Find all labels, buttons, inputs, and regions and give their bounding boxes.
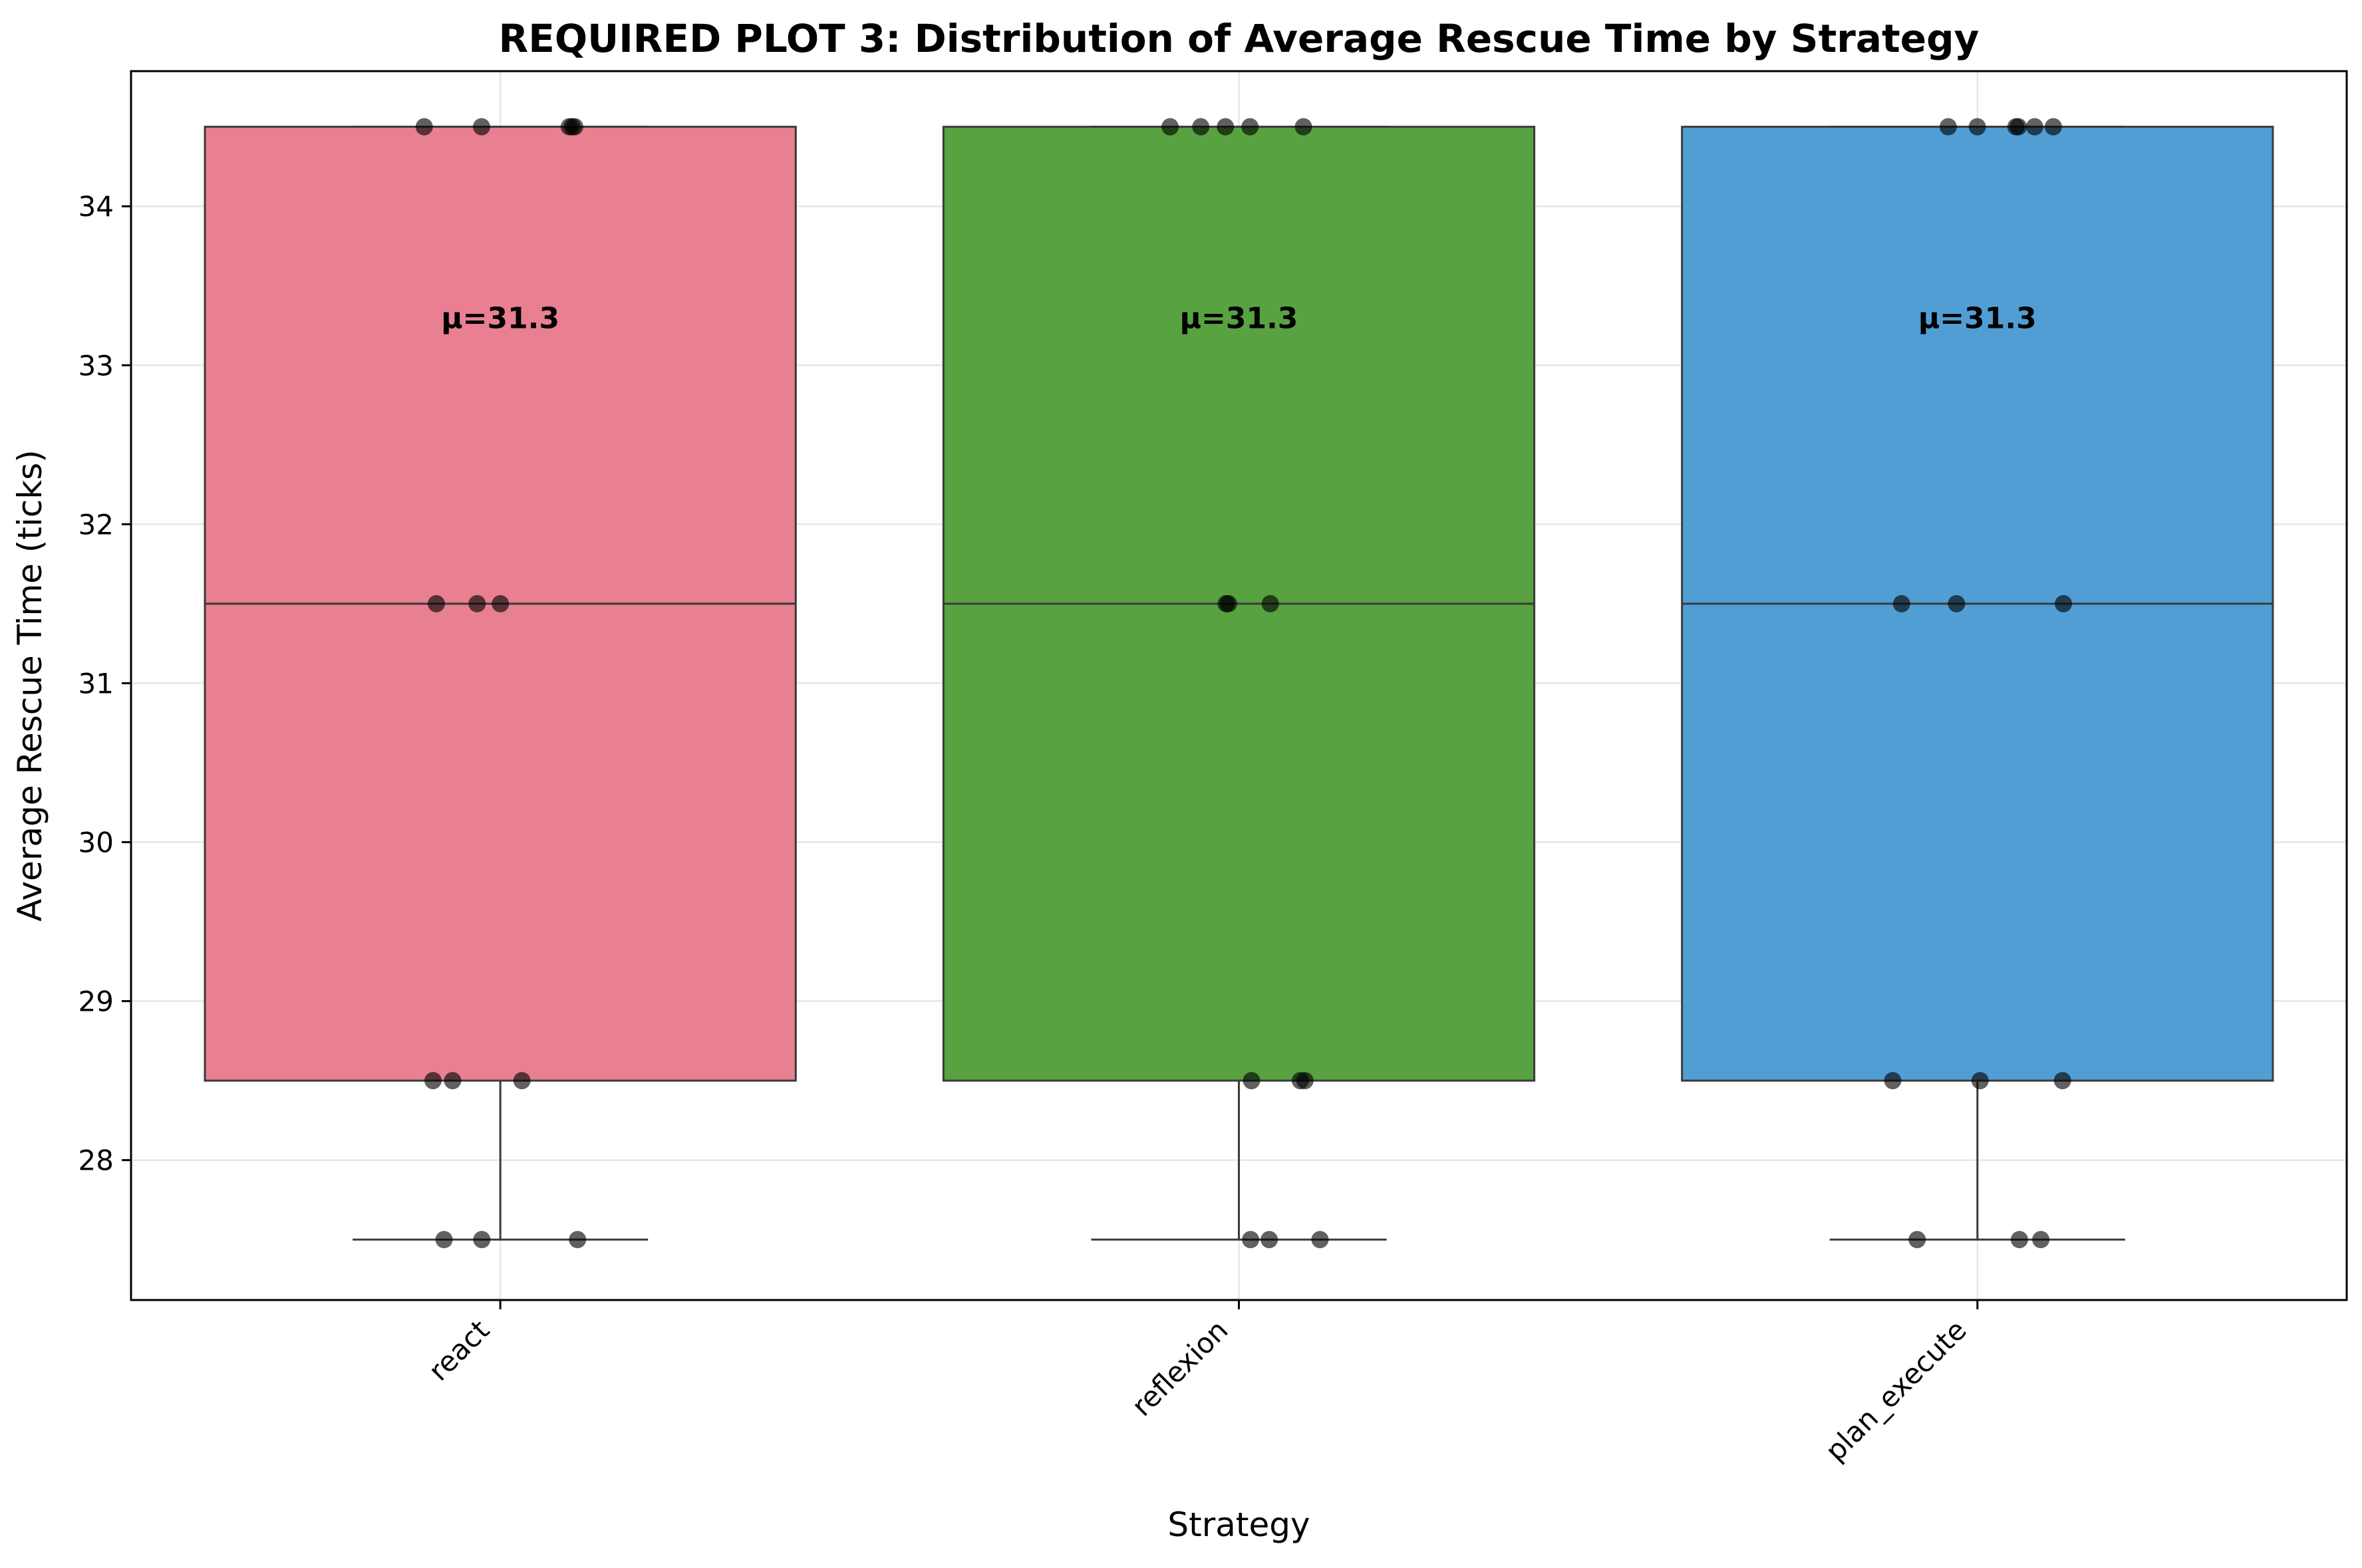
data-point-plan-execute bbox=[2053, 1072, 2071, 1090]
data-point-plan-execute bbox=[1939, 118, 1957, 136]
y-tick-label: 32 bbox=[78, 508, 114, 541]
y-axis-label: Average Rescue Time (ticks) bbox=[11, 450, 49, 922]
data-point-reflexion bbox=[1261, 594, 1279, 612]
data-point-plan-execute bbox=[1968, 118, 1986, 136]
label-layer: μ=31.3 μ=31.3 μ=31.3 bbox=[441, 302, 2036, 336]
data-point-reflexion bbox=[1219, 594, 1237, 612]
y-tick-label: 28 bbox=[78, 1144, 114, 1177]
data-point-react bbox=[415, 118, 433, 136]
data-point-plan-execute bbox=[2032, 1231, 2050, 1249]
data-point-plan-execute bbox=[2010, 1231, 2028, 1249]
data-point-plan-execute bbox=[2025, 118, 2043, 136]
data-point-plan-execute bbox=[2007, 118, 2025, 136]
data-point-plan-execute bbox=[1971, 1072, 1989, 1090]
x-axis-label: Strategy bbox=[1167, 1505, 1310, 1544]
y-tick-label: 30 bbox=[78, 826, 114, 858]
data-point-react bbox=[563, 118, 581, 136]
data-point-reflexion bbox=[1294, 118, 1312, 136]
data-point-react bbox=[428, 594, 446, 612]
data-point-reflexion bbox=[1296, 1072, 1314, 1090]
data-point-react bbox=[473, 1231, 491, 1249]
data-point-reflexion bbox=[1217, 118, 1235, 136]
data-point-reflexion bbox=[1192, 118, 1210, 136]
data-point-plan-execute bbox=[2055, 594, 2073, 612]
box-layer bbox=[204, 126, 2274, 1241]
data-point-reflexion bbox=[1311, 1231, 1329, 1249]
x-tick-label-reflexion: reflexion bbox=[1125, 1313, 1235, 1422]
data-point-reflexion bbox=[1260, 1231, 1278, 1249]
data-point-react bbox=[513, 1072, 531, 1090]
y-tick-label: 29 bbox=[78, 985, 114, 1018]
point-layer bbox=[415, 118, 2073, 1249]
y-tick-label: 31 bbox=[78, 667, 114, 700]
data-point-react bbox=[492, 594, 510, 612]
data-point-reflexion bbox=[1241, 118, 1259, 136]
data-point-react bbox=[468, 594, 486, 612]
x-tick-label-react: react bbox=[422, 1313, 496, 1387]
data-point-reflexion bbox=[1243, 1072, 1260, 1090]
data-point-plan-execute bbox=[1948, 594, 1966, 612]
mean-label-reflexion: μ=31.3 bbox=[1180, 302, 1298, 336]
data-point-reflexion bbox=[1242, 1231, 1260, 1249]
y-tick-label: 34 bbox=[78, 190, 114, 223]
data-point-react bbox=[435, 1231, 453, 1249]
data-point-plan-execute bbox=[1892, 594, 1910, 612]
mean-label-plan-execute: μ=31.3 bbox=[1918, 302, 2037, 336]
data-point-plan-execute bbox=[1908, 1231, 1926, 1249]
data-point-react bbox=[444, 1072, 462, 1090]
chart-title: REQUIRED PLOT 3: Distribution of Average… bbox=[499, 16, 1980, 61]
x-tick-label-plan-execute: plan_execute bbox=[1819, 1313, 1973, 1467]
mean-label-react: μ=31.3 bbox=[441, 302, 559, 336]
data-point-plan-execute bbox=[2044, 118, 2062, 136]
data-point-react bbox=[424, 1072, 442, 1090]
data-point-reflexion bbox=[1161, 118, 1179, 136]
data-point-react bbox=[569, 1231, 587, 1249]
data-point-react bbox=[472, 118, 490, 136]
y-tick-label: 33 bbox=[78, 349, 114, 382]
data-point-plan-execute bbox=[1884, 1072, 1902, 1090]
